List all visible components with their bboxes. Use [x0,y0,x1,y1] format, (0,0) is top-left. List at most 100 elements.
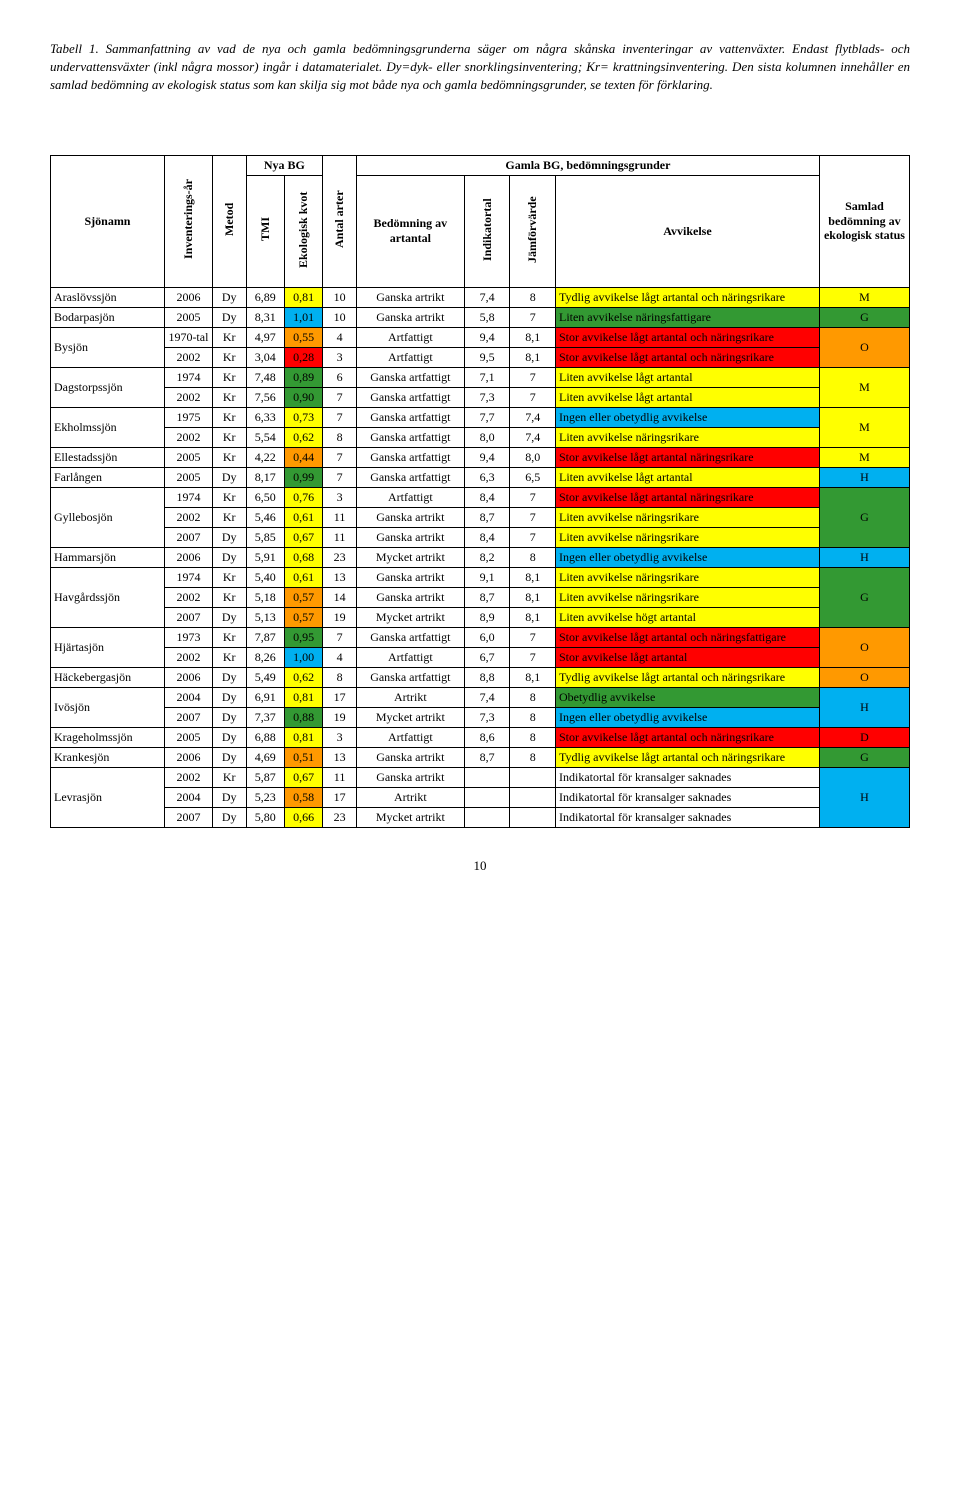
table-row: 2002Kr5,460,6111Ganska artrikt8,77Liten … [51,507,910,527]
avvikelse: Liten avvikelse näringsrikare [555,427,819,447]
header-jamfor: Jämförvärde [510,175,556,287]
avvikelse: Liten avvikelse lågt artantal [555,387,819,407]
tmi: 3,04 [246,347,284,367]
year: 2002 [164,347,212,367]
tmi: 5,87 [246,767,284,787]
year: 2004 [164,787,212,807]
bedomning: Mycket artrikt [356,547,464,567]
bedomning: Ganska artfattigt [356,467,464,487]
avvikelse: Stor avvikelse lågt artantal [555,647,819,667]
antal: 11 [323,527,357,547]
method: Dy [212,547,246,567]
lake-name: Araslövssjön [51,287,165,307]
tmi: 8,17 [246,467,284,487]
year: 2002 [164,587,212,607]
table-row: 2002Kr5,180,5714Ganska artrikt8,78,1Lite… [51,587,910,607]
year: 2002 [164,507,212,527]
method: Dy [212,787,246,807]
avvikelse: Indikatortal för kransalger saknades [555,787,819,807]
samlad-status: H [819,767,909,827]
antal: 3 [323,487,357,507]
year: 2002 [164,387,212,407]
tmi: 7,37 [246,707,284,727]
indikator: 6,0 [464,627,510,647]
bedomning: Artfattigt [356,347,464,367]
indikator: 8,9 [464,607,510,627]
table-row: Ekholmssjön1975Kr6,330,737Ganska artfatt… [51,407,910,427]
method: Kr [212,767,246,787]
table-row: Dagstorpssjön1974Kr7,480,896Ganska artfa… [51,367,910,387]
antal: 7 [323,447,357,467]
year: 2007 [164,707,212,727]
samlad-status: H [819,547,909,567]
method: Kr [212,447,246,467]
method: Kr [212,347,246,367]
ek-kvot: 0,67 [284,527,322,547]
header-samlad: Samlad bedömning av ekologisk status [819,155,909,287]
ek-kvot: 0,57 [284,607,322,627]
indikator: 7,4 [464,687,510,707]
tmi: 6,33 [246,407,284,427]
year: 2005 [164,447,212,467]
tmi: 6,50 [246,487,284,507]
antal: 7 [323,407,357,427]
antal: 23 [323,807,357,827]
avvikelse: Stor avvikelse lågt artantal näringsrika… [555,447,819,467]
avvikelse: Stor avvikelse lågt artantal och närings… [555,347,819,367]
antal: 23 [323,547,357,567]
antal: 7 [323,467,357,487]
jamfor: 7 [510,647,556,667]
antal: 14 [323,587,357,607]
ek-kvot: 0,95 [284,627,322,647]
year: 1974 [164,567,212,587]
antal: 13 [323,747,357,767]
indikator: 9,1 [464,567,510,587]
table-row: Bodarpasjön2005Dy8,311,0110Ganska artrik… [51,307,910,327]
jamfor: 8,1 [510,567,556,587]
ek-kvot: 0,89 [284,367,322,387]
avvikelse: Liten avvikelse lågt artantal [555,467,819,487]
indikator [464,767,510,787]
tmi: 6,88 [246,727,284,747]
indikator: 7,7 [464,407,510,427]
antal: 8 [323,667,357,687]
year: 2007 [164,607,212,627]
method: Kr [212,387,246,407]
method: Dy [212,307,246,327]
ek-kvot: 0,61 [284,567,322,587]
ek-kvot: 1,00 [284,647,322,667]
jamfor: 8 [510,727,556,747]
samlad-status: H [819,467,909,487]
indikator: 8,2 [464,547,510,567]
header-indik: Indikatortal [464,175,510,287]
tmi: 5,49 [246,667,284,687]
tmi: 4,97 [246,327,284,347]
indikator: 7,4 [464,287,510,307]
indikator: 8,4 [464,527,510,547]
tmi: 5,40 [246,567,284,587]
table-row: 2007Dy5,850,6711Ganska artrikt8,47Liten … [51,527,910,547]
table-row: Hammarsjön2006Dy5,910,6823Mycket artrikt… [51,547,910,567]
ek-kvot: 0,73 [284,407,322,427]
avvikelse: Liten avvikelse näringsrikare [555,567,819,587]
table-row: Gyllebosjön1974Kr6,500,763Artfattigt8,47… [51,487,910,507]
tmi: 7,87 [246,627,284,647]
indikator: 7,3 [464,707,510,727]
table-row: Ivösjön2004Dy6,910,8117Artrikt7,48Obetyd… [51,687,910,707]
bedomning: Artrikt [356,787,464,807]
method: Kr [212,407,246,427]
antal: 13 [323,567,357,587]
method: Dy [212,607,246,627]
ek-kvot: 0,58 [284,787,322,807]
method: Dy [212,747,246,767]
bedomning: Ganska artfattigt [356,627,464,647]
ek-kvot: 0,51 [284,747,322,767]
bedomning: Ganska artrikt [356,307,464,327]
method: Kr [212,507,246,527]
table-row: 2002Kr3,040,283Artfattigt9,58,1Stor avvi… [51,347,910,367]
jamfor: 7 [510,627,556,647]
avvikelse: Stor avvikelse lågt artantal och närings… [555,727,819,747]
ek-kvot: 0,81 [284,727,322,747]
ek-kvot: 1,01 [284,307,322,327]
jamfor: 7,4 [510,407,556,427]
